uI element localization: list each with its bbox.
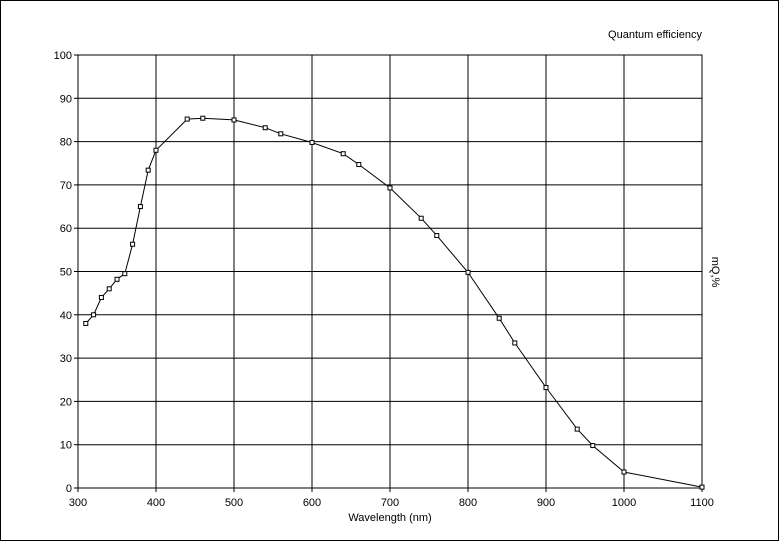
data-point xyxy=(590,443,596,449)
data-point xyxy=(153,147,159,153)
data-point xyxy=(574,426,580,432)
data-point xyxy=(356,162,362,168)
y-axis-label: mQ,% xyxy=(709,257,721,288)
data-point xyxy=(106,286,112,292)
data-point xyxy=(387,185,393,191)
x-tick-label: 700 xyxy=(381,497,399,509)
y-tick-label: 40 xyxy=(60,310,72,322)
data-point xyxy=(122,271,128,277)
y-axis-ticks: 0 10 20 30 40 50 60 70 80 90 100 xyxy=(54,50,78,495)
y-tick-label: 50 xyxy=(60,267,72,279)
x-tick-label: 400 xyxy=(147,497,165,509)
data-point xyxy=(137,204,143,210)
data-point xyxy=(91,312,97,318)
data-point xyxy=(699,484,705,490)
chart-title: Quantum efficiency xyxy=(608,29,702,41)
x-tick-label: 800 xyxy=(459,497,477,509)
series-line xyxy=(85,117,703,488)
y-tick-label: 90 xyxy=(60,93,72,105)
data-point xyxy=(200,115,206,121)
x-tick-label: 900 xyxy=(537,497,555,509)
y-tick-label: 10 xyxy=(60,440,72,452)
x-tick-label: 500 xyxy=(225,497,243,509)
x-tick-label: 1100 xyxy=(690,497,714,509)
data-point xyxy=(465,269,471,275)
data-points xyxy=(83,115,705,490)
data-point xyxy=(621,469,627,475)
x-axis-ticks: 300 400 500 600 700 800 900 1000 1100 xyxy=(69,488,714,509)
x-tick-label: 600 xyxy=(303,497,321,509)
data-point xyxy=(145,167,151,173)
data-point xyxy=(512,340,518,346)
data-point xyxy=(184,116,190,122)
y-tick-label: 0 xyxy=(66,483,72,495)
y-tick-label: 30 xyxy=(60,353,72,365)
data-point xyxy=(130,241,136,247)
data-point xyxy=(98,294,104,300)
data-point xyxy=(543,385,549,391)
data-point xyxy=(418,215,424,221)
data-point xyxy=(434,233,440,239)
data-point xyxy=(262,125,268,131)
data-point xyxy=(231,117,237,123)
data-point xyxy=(309,139,315,145)
x-tick-label: 300 xyxy=(69,497,87,509)
data-point xyxy=(83,320,89,326)
data-point xyxy=(340,151,346,157)
y-tick-label: 80 xyxy=(60,137,72,149)
y-tick-label: 20 xyxy=(60,396,72,408)
x-axis-label: Wavelength (nm) xyxy=(348,512,431,524)
data-point xyxy=(114,276,120,282)
x-tick-label: 1000 xyxy=(612,497,636,509)
y-tick-label: 100 xyxy=(54,50,72,62)
y-tick-label: 70 xyxy=(60,180,72,192)
data-point xyxy=(496,315,502,321)
y-tick-label: 60 xyxy=(60,223,72,235)
data-point xyxy=(278,131,284,137)
grid xyxy=(77,54,703,489)
